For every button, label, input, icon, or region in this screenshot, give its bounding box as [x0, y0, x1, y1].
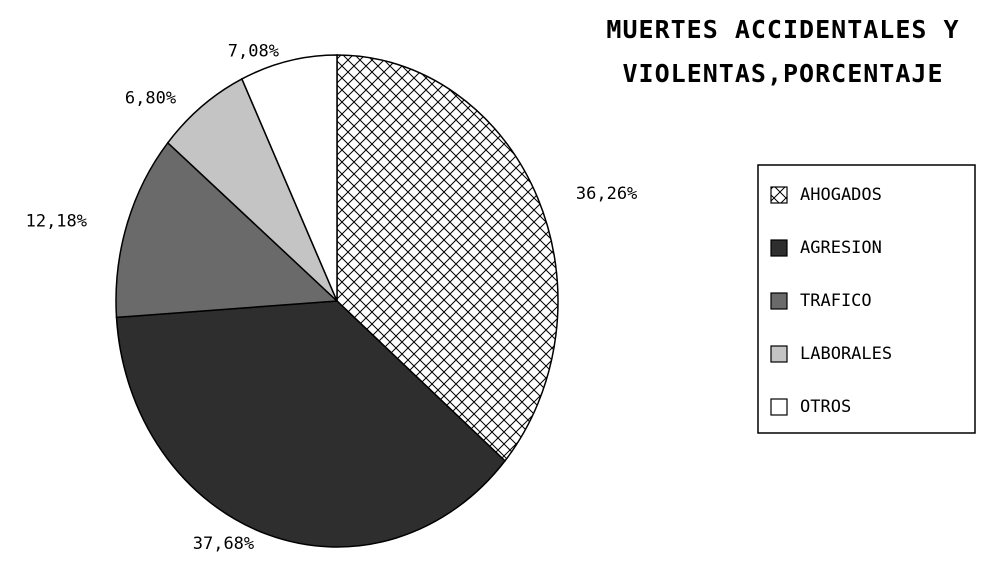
chart-title: MUERTES ACCIDENTALES Y VIOLENTAS,PORCENT… [606, 15, 960, 88]
legend-swatch [770, 239, 788, 257]
legend-swatch [770, 345, 788, 363]
slice-label: 12,18% [26, 211, 87, 231]
slice-hatch [337, 55, 558, 461]
legend-swatch [770, 398, 788, 416]
legend-hatch [771, 187, 787, 203]
pie-slice [240, 54, 338, 302]
slice-label: 6,80% [125, 89, 176, 109]
legend-box [757, 164, 976, 434]
legend-label: OTROS [800, 397, 851, 417]
legend-label: AGRESION [800, 238, 882, 258]
legend-swatch [770, 292, 788, 310]
slice-label: 36,26% [576, 184, 637, 204]
pie-slice [115, 141, 339, 319]
slice-label: 7,08% [228, 41, 279, 61]
legend-label: AHOGADOS [800, 185, 882, 205]
pie-slice [115, 300, 506, 548]
pie-slice [166, 77, 338, 302]
slice-label: 37,68% [193, 534, 254, 554]
legend-label: LABORALES [800, 344, 892, 364]
legend-label: TRAFICO [800, 291, 872, 311]
